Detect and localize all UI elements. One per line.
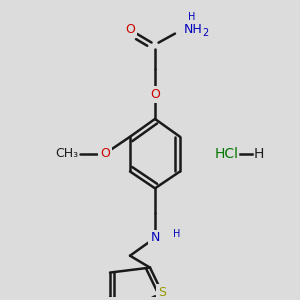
Text: O: O	[100, 147, 110, 160]
Text: 2: 2	[202, 28, 208, 38]
Text: N: N	[150, 231, 160, 244]
Text: NH: NH	[184, 23, 203, 36]
Text: HCl: HCl	[215, 147, 239, 160]
Text: H: H	[188, 12, 195, 22]
Text: CH₃: CH₃	[55, 147, 78, 160]
Text: H: H	[173, 229, 180, 239]
Text: O: O	[125, 23, 135, 36]
Text: H: H	[254, 147, 264, 160]
Text: O: O	[150, 88, 160, 101]
Text: S: S	[158, 286, 166, 299]
